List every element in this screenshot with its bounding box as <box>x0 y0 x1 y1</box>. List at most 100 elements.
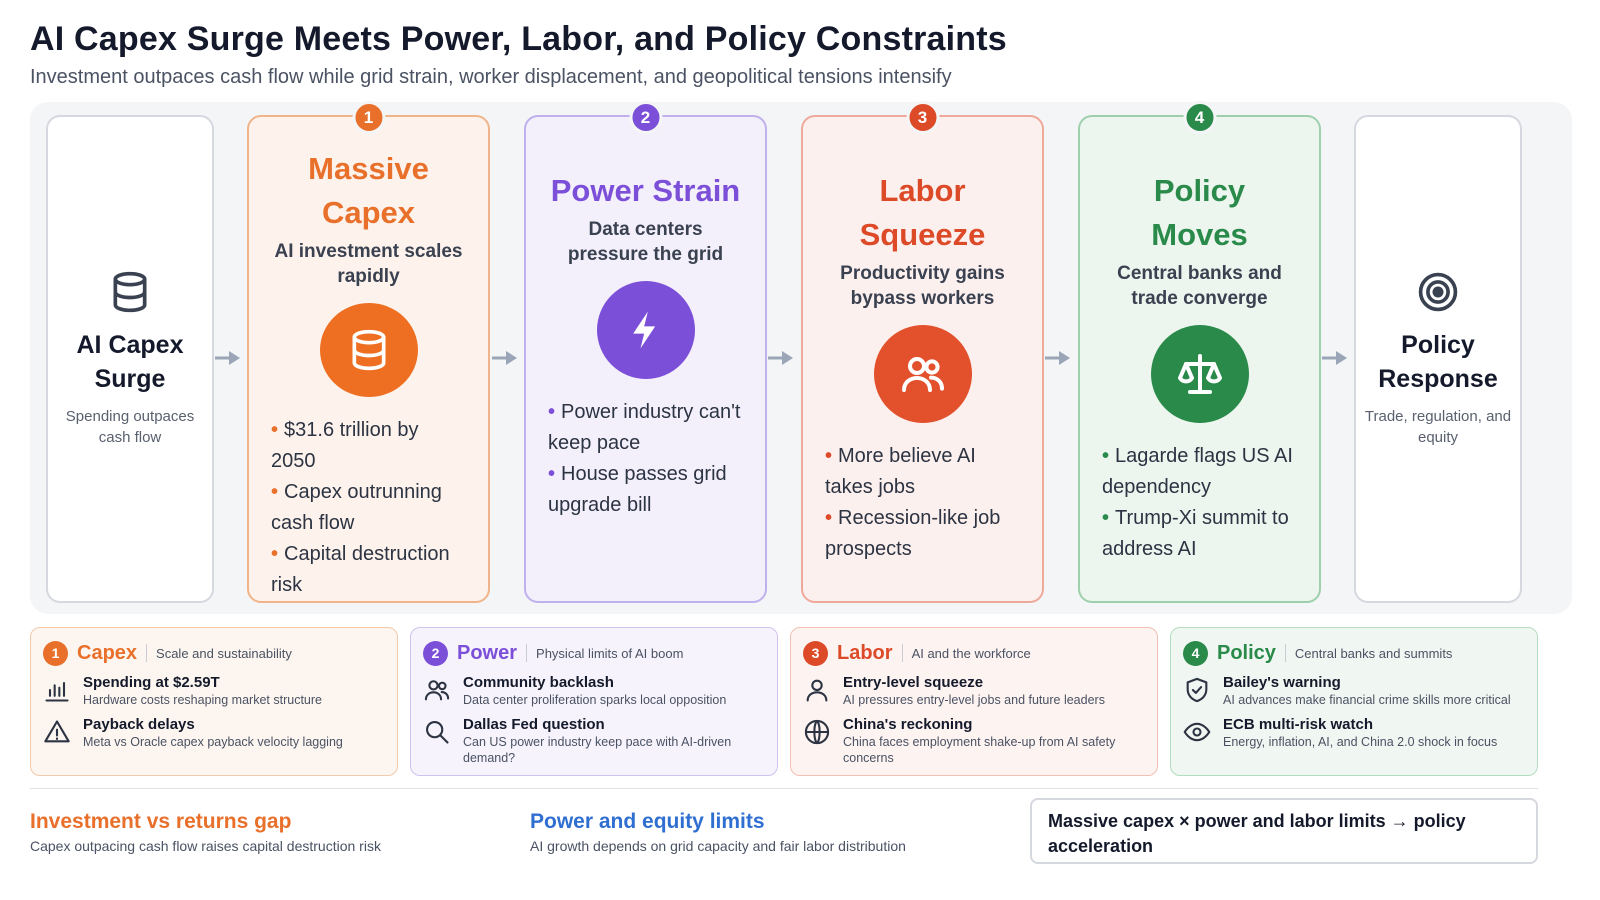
detail-panel-labor: 3 Labor AI and the workforce Entry-level… <box>790 627 1158 776</box>
stage-bullet: • House passes grid upgrade bill <box>548 463 727 516</box>
footer-heading: Investment vs returns gap <box>30 810 292 833</box>
panel-desc: AI and the workforce <box>911 645 1031 661</box>
panel-item-text: Data center proliferation sparks local o… <box>463 693 727 707</box>
panel-item: Spending at $2.59T Hardware costs reshapi… <box>43 674 385 708</box>
warning-icon <box>44 720 70 743</box>
panel-desc: Physical limits of AI boom <box>536 645 684 661</box>
start-card: AI Capex Surge Spending outpaces cash fl… <box>46 115 214 603</box>
panel-item: Community backlash Data center proliferat… <box>423 674 765 708</box>
scale-icon <box>1177 354 1222 394</box>
search-icon <box>426 721 449 744</box>
stage-number-badge: 1 <box>352 101 385 134</box>
panel-item: ECB multi-risk watch Energy, inflation, A… <box>1183 716 1525 750</box>
stage-subtitle: AI investment scales rapidly <box>274 241 463 287</box>
users-icon <box>901 357 944 392</box>
database-icon <box>113 271 147 313</box>
panel-title: Policy <box>1217 641 1276 664</box>
stage-bullet: • $31.6 trillion by 2050 <box>271 419 419 472</box>
detail-panel-policy: 4 Policy Central banks and summits Baile… <box>1170 627 1538 776</box>
stage-card-capex: 1 Massive Capex AI investment scales rap… <box>247 101 490 603</box>
stage-icon-circle <box>596 281 695 379</box>
stage-icon-circle <box>873 325 972 423</box>
panel-item-text: AI advances make financial crime skills … <box>1223 693 1511 707</box>
database-icon <box>352 329 385 371</box>
footer-text: AI growth depends on grid capacity and f… <box>530 838 906 854</box>
start-card-desc: Spending outpaces cash flow <box>65 408 195 446</box>
footer-divider <box>30 788 1538 789</box>
stage-bullet: • Recession-like job prospects <box>825 507 1001 560</box>
stage-bullets: • More believe AI takes jobs • Recession-l… <box>825 441 1020 565</box>
person-icon <box>806 679 828 702</box>
panel-number-badge: 4 <box>1183 640 1208 666</box>
stage-bullet: • Capital destruction risk <box>271 543 450 596</box>
stage-icon-circle <box>319 303 418 397</box>
people-icon <box>424 680 450 701</box>
stage-bullet: • Capex outrunning cash flow <box>271 481 442 534</box>
panel-desc: Scale and sustainability <box>156 645 292 661</box>
bar-chart-icon <box>45 681 69 702</box>
stage-title: Massive Capex <box>308 151 429 230</box>
flow-arrow <box>1045 351 1070 365</box>
eye-icon <box>1183 722 1211 742</box>
stage-title: Labor Squeeze <box>859 173 986 252</box>
flow-arrow <box>1322 351 1347 365</box>
target-icon <box>1418 272 1458 312</box>
footer-text: Capex outpacing cash flow raises capital… <box>30 838 381 854</box>
panel-item-title: Entry-level squeeze <box>843 674 984 691</box>
shield-icon <box>1186 677 1208 703</box>
stage-bullet: • Power industry can't keep pace <box>548 401 741 454</box>
stage-subtitle: Central banks and trade converge <box>1117 263 1282 309</box>
panel-desc: Central banks and summits <box>1294 645 1453 661</box>
panel-separator <box>901 644 903 662</box>
panel-number-badge: 2 <box>423 640 448 666</box>
panel-item-text: Meta vs Oracle capex payback velocity la… <box>83 735 343 749</box>
panel-number-badge: 1 <box>43 640 68 666</box>
summary-callout: Massive capex × power and labor limits →… <box>1030 798 1538 864</box>
panel-title: Capex <box>77 641 138 664</box>
detail-panel-power: 2 Power Physical limits of AI boom Commu… <box>410 627 778 776</box>
stage-bullet: • Trump-Xi summit to address AI <box>1102 507 1289 560</box>
page-subtitle: Investment outpaces cash flow while grid… <box>30 66 952 88</box>
panel-item-text: Hardware costs reshaping market structur… <box>83 693 322 707</box>
flow-arrow <box>768 351 793 365</box>
panel-separator <box>1284 644 1286 662</box>
stage-bullets: • Power industry can't keep pace • House p… <box>548 397 743 521</box>
panel-item-title: Dallas Fed question <box>463 716 605 733</box>
stage-number-badge: 2 <box>629 101 662 134</box>
panel-item-title: Bailey's warning <box>1223 674 1341 691</box>
stage-title: Power Strain <box>550 173 741 208</box>
panel-item: China's reckoning China faces employment … <box>803 716 1145 766</box>
stage-subtitle: Productivity gains bypass workers <box>840 263 1005 309</box>
panel-item-title: ECB multi-risk watch <box>1223 716 1374 733</box>
flow-arrow <box>492 351 517 365</box>
stage-bullets: • $31.6 trillion by 2050 • Capex outrunnin… <box>271 415 466 601</box>
stage-card-power: 2 Power Strain Data centers pressure the… <box>524 101 767 603</box>
panel-item-text: Can US power industry keep pace with AI-… <box>463 735 732 765</box>
panel-item-title: Spending at $2.59T <box>83 674 220 691</box>
stage-title: Policy Moves <box>1151 173 1248 252</box>
panel-number-badge: 3 <box>803 640 828 666</box>
stage-number-badge: 4 <box>1183 101 1216 134</box>
page-title: AI Capex Surge Meets Power, Labor, and P… <box>30 20 1007 58</box>
detail-panel-capex: 1 Capex Scale and sustainability Spendin… <box>30 627 398 776</box>
footer-insight-middle: Power and equity limits AI growth depend… <box>530 810 906 854</box>
start-card-title: AI Capex Surge <box>76 331 184 393</box>
stage-subtitle: Data centers pressure the grid <box>567 219 724 265</box>
panel-item: Dallas Fed question Can US power industry… <box>423 716 765 766</box>
stage-icon-circle <box>1150 325 1249 423</box>
stage-bullets: • Lagarde flags US AI dependency • Trump-X… <box>1102 441 1297 565</box>
stage-card-labor: 3 Labor Squeeze Productivity gains bypas… <box>801 101 1044 603</box>
stage-card-policy: 4 Policy Moves Central banks and trade c… <box>1078 101 1321 603</box>
panel-item-title: China's reckoning <box>843 716 973 733</box>
panel-title: Power <box>457 641 518 664</box>
panel-item: Bailey's warning AI advances make financi… <box>1183 674 1525 708</box>
globe-icon <box>804 719 830 745</box>
panel-item-text: China faces employment shake-up from AI … <box>843 735 1116 765</box>
footer-insight-left: Investment vs returns gap Capex outpacin… <box>30 810 381 854</box>
panel-separator <box>146 644 148 662</box>
flow-arrow <box>215 351 240 365</box>
stage-number-badge: 3 <box>906 101 939 134</box>
footer-heading: Power and equity limits <box>530 810 765 833</box>
panel-item-text: Energy, inflation, AI, and China 2.0 sho… <box>1223 735 1498 749</box>
stage-bullet: • More believe AI takes jobs <box>825 445 976 498</box>
